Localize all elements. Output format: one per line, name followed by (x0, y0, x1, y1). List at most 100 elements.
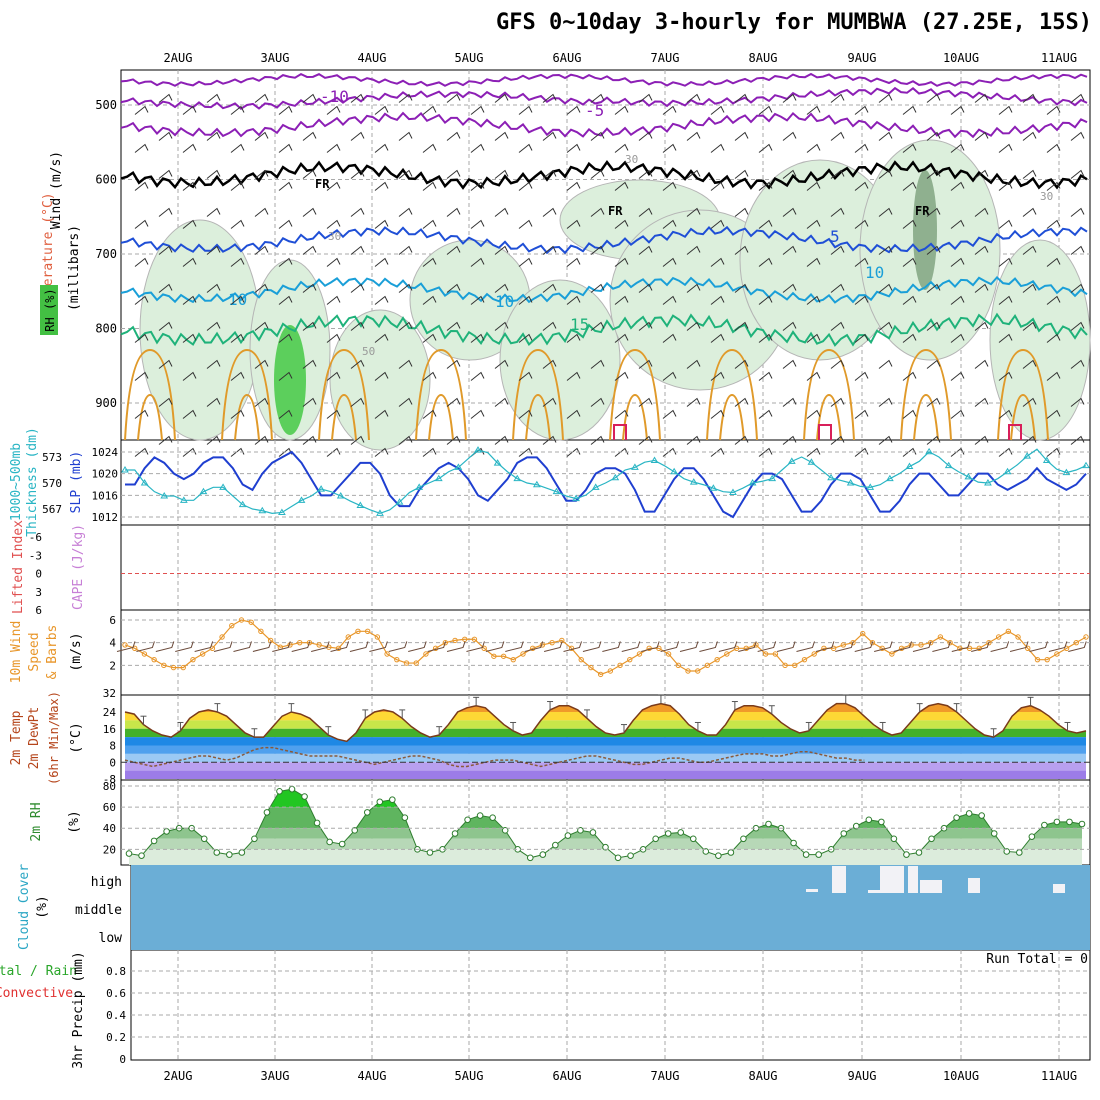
temp-contour-25 (622, 393, 648, 441)
temp-band (125, 745, 1086, 754)
thickness-marker (356, 501, 365, 509)
wind-barb (302, 207, 317, 217)
wind-barb (494, 359, 509, 369)
temp-contour-20 (318, 348, 370, 441)
contour-label: 30 (1040, 190, 1053, 203)
rh-marker (1066, 818, 1073, 826)
rh-marker (614, 854, 622, 862)
wind-barb (1070, 321, 1085, 331)
rh-marker (840, 830, 848, 837)
thickness-marker (415, 483, 424, 490)
wind-barb (566, 295, 581, 305)
wind-barb-10m (621, 641, 641, 652)
wind-barb (974, 207, 989, 217)
wind-barb (566, 371, 581, 381)
wind-barb (134, 447, 149, 457)
thickness-marker (336, 492, 345, 499)
wind-barb (350, 245, 365, 255)
wind-speed-marker (869, 639, 876, 646)
thickness-marker (474, 446, 482, 453)
wind-barb-10m (349, 641, 369, 652)
wind-speed-marker (927, 639, 934, 646)
wind-speed-marker (442, 639, 449, 646)
rh-marker (1028, 833, 1036, 840)
wind-barb (902, 105, 917, 115)
wind-barb-10m (912, 641, 932, 652)
wind-barb (926, 93, 941, 103)
wind-barb (734, 169, 749, 179)
wind-barb (326, 333, 341, 343)
rh-marker (677, 829, 685, 836)
wind-speed-marker (122, 642, 128, 648)
wind-barb (878, 321, 893, 331)
wind-barb (350, 93, 365, 103)
wind-barb (230, 295, 245, 305)
rh-marker (765, 820, 772, 828)
wind-barb (542, 245, 557, 255)
wind-speed-marker (248, 619, 254, 625)
thickness-marker (866, 483, 875, 490)
pressure-tick-label: 800 (95, 322, 117, 336)
wind-speed-marker (627, 656, 633, 663)
wind-tick-label: 6 (109, 614, 116, 627)
wind-barb (758, 409, 773, 419)
temp-contour-10 (120, 275, 1088, 304)
rh-shade-blob (329, 309, 431, 451)
thickness-marker (827, 473, 835, 481)
wind-speed-marker (471, 636, 478, 642)
cloud-unit-label: (%) (35, 895, 50, 918)
rh-marker (389, 796, 396, 804)
freezing-level-contour (120, 160, 1088, 190)
wind-axis-label: Wind (m/s) (49, 151, 64, 229)
wind-speed-marker (976, 645, 982, 652)
wind-barb (878, 245, 893, 255)
thickness-marker (631, 463, 639, 470)
wind-barb (518, 409, 533, 419)
wind-barb (878, 131, 893, 141)
temp-contour-20 (415, 348, 467, 441)
wind-barb (566, 143, 581, 153)
wind-speed-marker (141, 651, 148, 657)
date-label-top: 5AUG (455, 51, 484, 65)
wind-speed-marker (578, 656, 584, 663)
wind-barb (854, 257, 869, 267)
wind-barb (206, 131, 221, 141)
rh-marker (815, 851, 822, 858)
wind-speed-marker (199, 651, 206, 657)
wind-barb (350, 283, 365, 293)
wind-speed-marker (481, 645, 487, 652)
wind-barb (902, 219, 917, 229)
wind-barb-10m (388, 641, 408, 652)
thickness-marker (1082, 461, 1090, 469)
wind-barb (638, 321, 653, 331)
wind-barb (1070, 245, 1085, 255)
wind-barb (662, 295, 677, 305)
temp-band (125, 762, 1086, 771)
pressure-tick-label: 500 (95, 98, 117, 112)
wind-speed-marker (918, 642, 924, 648)
wind-barb (830, 131, 845, 141)
wind-barb (782, 283, 797, 293)
wind-barb (926, 321, 941, 331)
wind-barb (710, 333, 725, 343)
wind-barb (806, 371, 821, 381)
wind-barb-10m (291, 641, 311, 652)
contour-label: 30 (625, 153, 638, 166)
thickness-marker (121, 466, 129, 473)
wind-barb (1070, 397, 1085, 407)
thickness-line (125, 448, 1087, 514)
wind-barb (806, 105, 821, 115)
wind-barb (398, 321, 413, 331)
rh-tick-label: 60 (103, 801, 116, 814)
wind-speed-marker (364, 628, 371, 635)
thickness-marker (729, 488, 737, 496)
rh-marker (602, 843, 609, 851)
wind-barb (878, 207, 893, 217)
thickness-marker (493, 459, 502, 466)
wind-barb (638, 359, 653, 369)
slp-tick-label: 1024 (92, 446, 119, 459)
wind-barb (686, 359, 701, 369)
thickness-marker (611, 473, 620, 481)
rh-marker (689, 835, 697, 843)
dewpoint-line (124, 746, 865, 768)
